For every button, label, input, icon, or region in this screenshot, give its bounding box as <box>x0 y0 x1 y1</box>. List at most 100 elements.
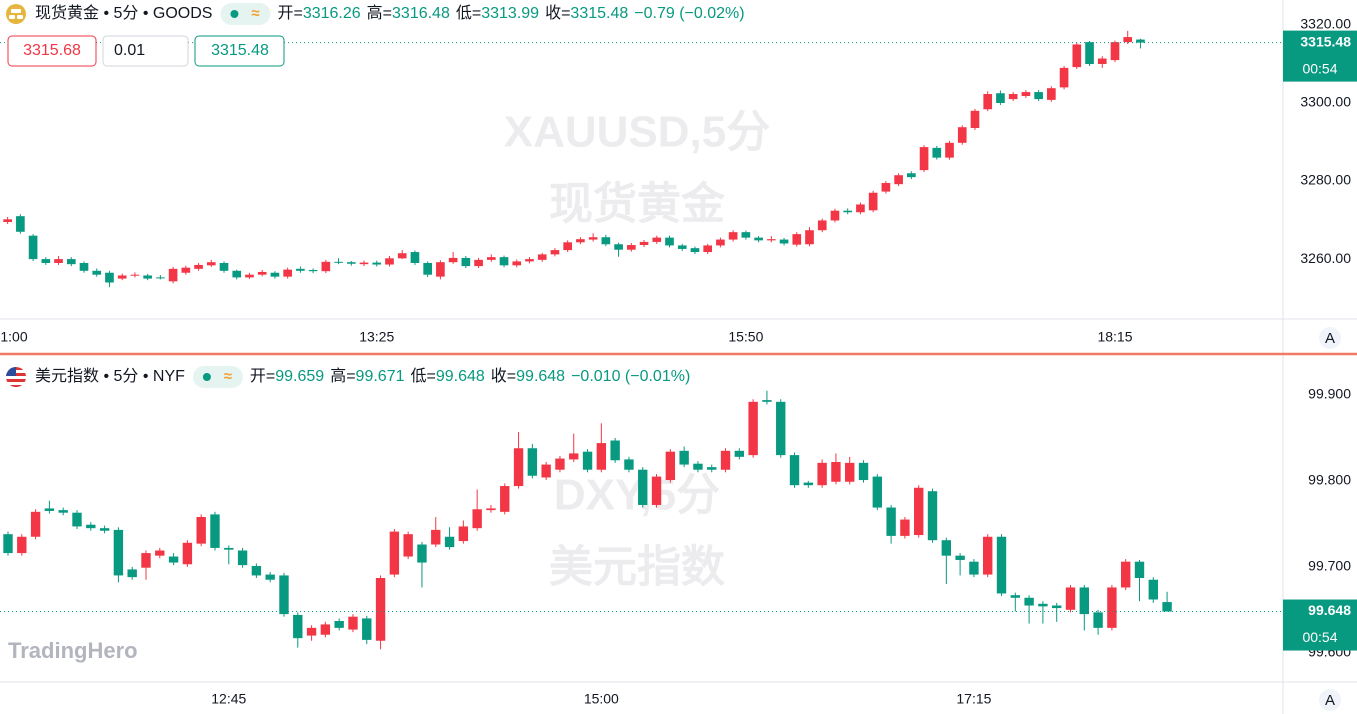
candle-body <box>321 261 331 272</box>
status-pill[interactable] <box>220 3 271 25</box>
y-tick-label: 99.800 <box>1308 472 1351 488</box>
last-price-label: 3315.48 <box>1300 33 1351 49</box>
candle-body <box>99 528 110 531</box>
us-flag-icon <box>6 367 26 387</box>
x-tick-label: 15:00 <box>584 691 619 707</box>
y-tick-label: 99.900 <box>1308 386 1351 402</box>
axis-auto-label[interactable]: A <box>1325 692 1335 709</box>
candle-body <box>652 237 662 242</box>
sell-button[interactable] <box>7 35 97 67</box>
ohlc-value: 3316.48 <box>392 5 450 22</box>
candle-body <box>28 235 38 260</box>
candle-body <box>1085 42 1094 64</box>
candle-body <box>375 578 386 641</box>
ohlc-label: 高= <box>330 367 355 385</box>
gold-icon <box>6 4 26 24</box>
candle-body <box>431 529 441 545</box>
candle-body <box>66 259 76 265</box>
candle-body <box>237 550 248 566</box>
candle-body <box>320 624 331 635</box>
candle-body <box>156 277 165 279</box>
candle-body <box>569 453 579 460</box>
candle-body <box>679 450 689 465</box>
watermark: XAUUSD,5分 <box>504 108 771 157</box>
symbol-title: 现货黄金 • 5分 • GOODS <box>35 4 212 22</box>
symbol-title: 美元指数 • 5分 • NYF <box>35 367 185 385</box>
candle-body <box>194 264 203 269</box>
change: −0.010 (−0.01%) <box>571 368 690 385</box>
candle-body <box>210 514 220 548</box>
candle-body <box>1110 42 1120 61</box>
candle-body <box>1059 67 1069 88</box>
candle-body <box>803 482 814 486</box>
candle-body <box>308 270 318 272</box>
ohlc-value: 99.659 <box>275 368 324 385</box>
buy-button[interactable] <box>194 35 285 67</box>
candle-body <box>334 261 343 263</box>
candle-body <box>541 464 551 478</box>
status-dot <box>202 373 211 381</box>
candle-body <box>817 220 827 231</box>
quantity-input[interactable] <box>102 35 189 67</box>
ohlc-value: 99.671 <box>356 368 405 385</box>
candle-body <box>1148 579 1158 600</box>
sell-price[interactable]: 3315.68 <box>23 42 81 59</box>
candle-body <box>789 455 800 486</box>
candle-body <box>385 258 394 265</box>
candle-body <box>168 268 178 282</box>
candle-body <box>512 261 522 266</box>
candle-body <box>831 461 841 482</box>
candle-body <box>257 271 267 275</box>
x-tick-label: 13:25 <box>359 329 394 345</box>
axis-auto-button[interactable] <box>1319 327 1341 349</box>
candle-body <box>232 270 242 278</box>
candle-body <box>86 524 96 529</box>
candle-body <box>766 239 776 241</box>
candle-body <box>346 262 356 264</box>
candle-body <box>219 262 229 271</box>
candle-body <box>639 241 649 246</box>
candle-body <box>54 259 63 263</box>
axis-auto-label[interactable]: A <box>1325 330 1335 347</box>
candle-body <box>283 269 292 277</box>
last-price-label: 99.648 <box>1308 602 1351 618</box>
quantity[interactable]: 0.01 <box>114 42 145 59</box>
candle-body <box>155 550 165 556</box>
x-tick-label: 12:45 <box>211 691 246 707</box>
candle-body <box>334 620 344 628</box>
candle-body <box>941 540 952 556</box>
candle-body <box>955 555 965 560</box>
candle-body <box>1107 587 1117 628</box>
status-pill[interactable] <box>192 366 243 388</box>
candle-body <box>872 476 883 508</box>
candle-body <box>805 230 814 245</box>
axis-auto-button[interactable] <box>1319 689 1341 711</box>
candle-body <box>1065 587 1076 610</box>
candle-body <box>563 242 573 251</box>
candle-body <box>403 534 413 557</box>
candle-body <box>58 510 68 513</box>
candle-body <box>182 542 193 565</box>
order-panel: 3315.68 0.01 3315.48 <box>7 35 285 67</box>
watermark: DXY,5分 <box>554 471 720 520</box>
candle-body <box>265 574 275 580</box>
candle-body <box>486 508 496 511</box>
candle-body <box>359 262 369 265</box>
candle-body <box>17 536 27 554</box>
candle-body <box>894 175 903 185</box>
candle-body <box>1079 587 1089 615</box>
candle-body <box>919 147 929 171</box>
candle-body <box>555 458 565 470</box>
candle-body <box>716 239 725 246</box>
x-tick-label: 1:00 <box>0 329 27 345</box>
candle-body <box>527 448 538 476</box>
candle-body <box>907 173 916 178</box>
candle-body <box>1034 92 1043 100</box>
candle-body <box>436 262 445 277</box>
buy-price[interactable]: 3315.48 <box>211 42 269 59</box>
candle-body <box>957 127 967 143</box>
status-icon: ≈ <box>224 368 232 385</box>
